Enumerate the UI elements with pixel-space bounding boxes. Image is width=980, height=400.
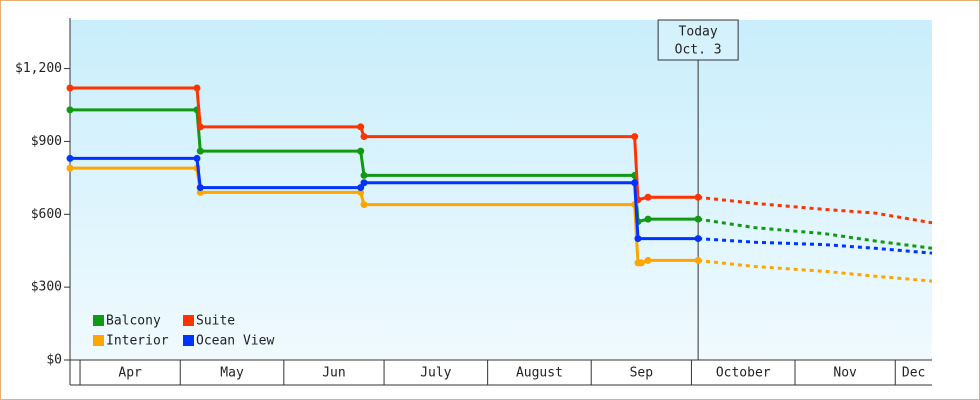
point (644, 215, 652, 223)
y-tick-label: $1,200 (15, 61, 62, 76)
point (694, 235, 702, 243)
y-tick-label: $900 (31, 134, 62, 149)
point (694, 193, 702, 201)
point (196, 147, 204, 155)
legend-swatch (93, 335, 104, 346)
legend-label: Suite (196, 314, 235, 329)
x-tick-label: Nov (833, 366, 857, 381)
point (631, 179, 639, 187)
today-label: Oct. 3 (675, 43, 722, 58)
point (196, 188, 204, 196)
point (193, 84, 201, 92)
point (66, 164, 74, 172)
y-tick-label: $600 (31, 207, 62, 222)
point (360, 201, 368, 209)
point (196, 123, 204, 131)
point (66, 154, 74, 162)
point (634, 235, 642, 243)
legend-label: Interior (106, 334, 169, 349)
point (360, 133, 368, 141)
point (357, 123, 365, 131)
point (193, 154, 201, 162)
x-tick-label: July (420, 366, 451, 381)
x-tick-label: May (220, 366, 244, 381)
plot-area (70, 20, 932, 360)
legend-swatch (183, 315, 194, 326)
x-tick-label: August (516, 366, 563, 381)
point (360, 171, 368, 179)
point (196, 184, 204, 192)
x-tick-label: Jun (322, 366, 345, 381)
point (644, 193, 652, 201)
point (637, 259, 645, 267)
point (631, 133, 639, 141)
today-box (657, 19, 739, 61)
x-tick-label: Sep (630, 366, 654, 381)
point (66, 106, 74, 114)
x-tick-label: Apr (118, 366, 142, 381)
point (357, 188, 365, 196)
y-tick-label: $0 (46, 353, 62, 368)
y-tick-label: $300 (31, 280, 62, 295)
legend-label: Balcony (106, 314, 161, 329)
point (694, 215, 702, 223)
x-tick-label: Dec (902, 366, 925, 381)
legend-swatch (183, 335, 194, 346)
point (360, 179, 368, 187)
x-tick-label: October (716, 366, 771, 381)
today-label: Today (679, 25, 718, 40)
point (357, 147, 365, 155)
point (644, 256, 652, 264)
point (66, 84, 74, 92)
legend-swatch (93, 315, 104, 326)
point (694, 256, 702, 264)
legend-label: Ocean View (196, 334, 274, 349)
